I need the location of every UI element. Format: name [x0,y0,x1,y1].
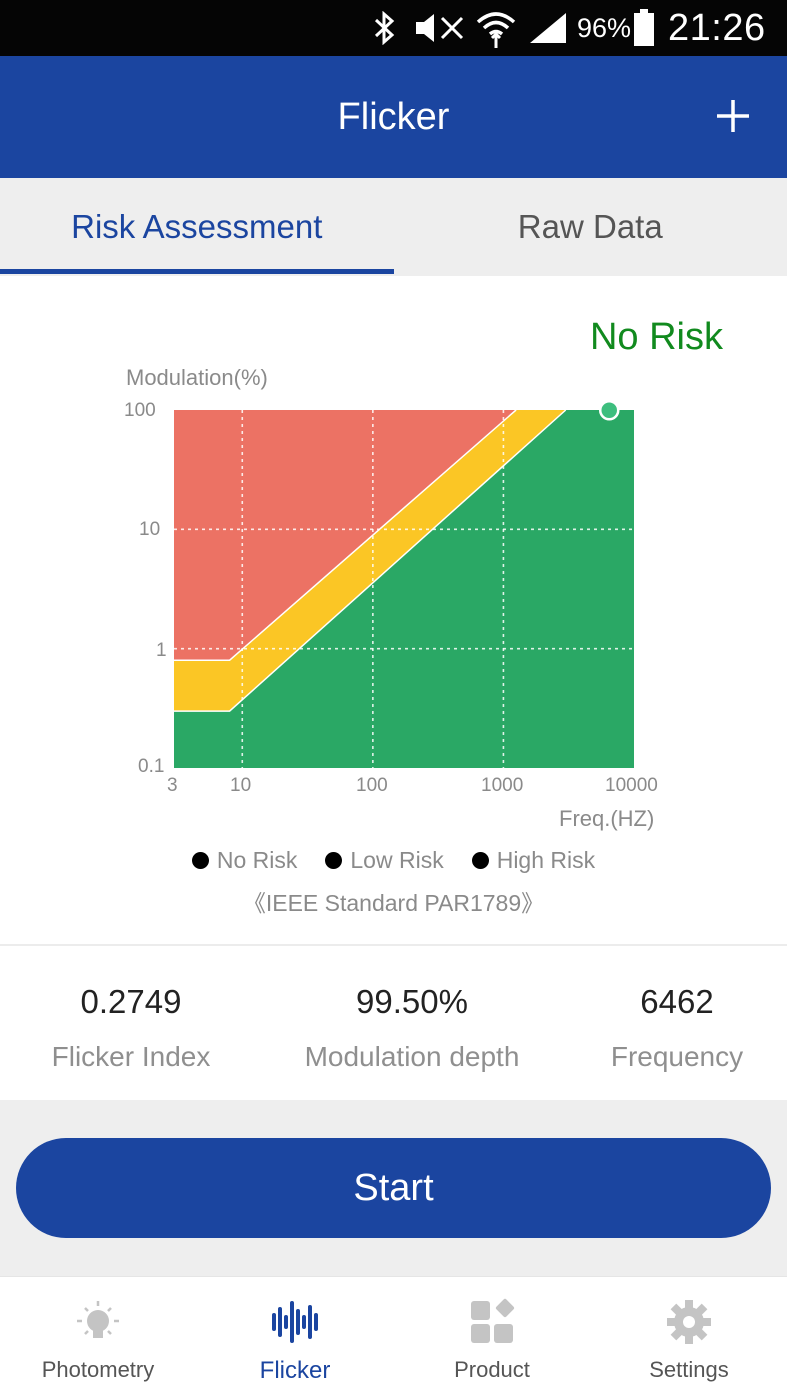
metric-label: Modulation depth [281,1041,543,1073]
nav-item-settings[interactable]: Settings [591,1277,787,1400]
nav-item-product[interactable]: Product [394,1277,590,1400]
bulb-icon [73,1297,123,1347]
legend-item-no-risk: No Risk [192,845,298,875]
legend-dot [472,852,489,869]
nav-label: Product [394,1357,590,1383]
legend-label: High Risk [497,847,595,874]
legend-dot [325,852,342,869]
x-tick-label: 10000 [605,775,658,797]
nav-label: Settings [591,1357,787,1383]
legend-label: Low Risk [350,847,443,874]
metric-value: 0.2749 [0,983,262,1021]
bottom-navigation: Photometry Flicker Product [0,1276,787,1400]
nav-item-photometry[interactable]: Photometry [0,1277,196,1400]
metric-label: Frequency [546,1041,787,1073]
legend-item-high-risk: High Risk [472,845,595,875]
nav-label: Photometry [0,1357,196,1383]
grid-icon [467,1297,517,1347]
legend-label: No Risk [217,847,298,874]
x-tick-label: 1000 [481,775,523,797]
legend-dot [192,852,209,869]
metric-label: Flicker Index [0,1041,262,1073]
y-tick-label: 10 [139,519,160,541]
start-button[interactable]: Start [16,1138,771,1238]
waveform-icon [270,1297,320,1347]
nav-label: Flicker [197,1357,393,1385]
metric-value: 99.50% [281,983,543,1021]
metric-frequency: 6462 Frequency [546,983,787,1073]
metric-value: 6462 [546,983,787,1021]
y-tick-label: 1 [156,640,167,662]
x-tick-label: 10 [230,775,251,797]
flicker-risk-chart [0,0,787,944]
y-tick-label: 0.1 [138,756,164,778]
divider [0,944,787,946]
chart-legend: No Risk Low Risk High Risk [0,845,787,875]
metric-flicker-index: 0.2749 Flicker Index [0,983,262,1073]
legend-item-low-risk: Low Risk [325,845,443,875]
gear-icon [664,1297,714,1347]
metric-modulation-depth: 99.50% Modulation depth [281,983,543,1073]
y-tick-label: 100 [124,400,156,422]
x-tick-label: 3 [167,775,178,797]
standard-reference: 《IEEE Standard PAR1789》 [0,884,787,918]
x-tick-label: 100 [356,775,388,797]
measurement-point [600,401,618,419]
nav-item-flicker[interactable]: Flicker [197,1277,393,1400]
